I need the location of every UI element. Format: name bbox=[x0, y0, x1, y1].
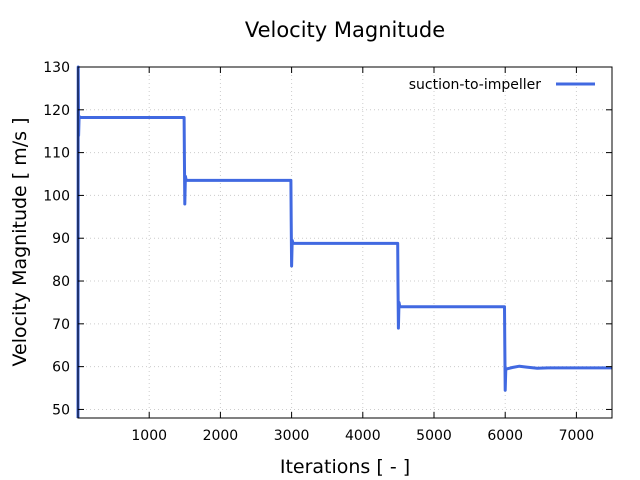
y-tick-label: 70 bbox=[52, 317, 70, 333]
series-line-suction-to-impeller bbox=[76, 65, 612, 419]
x-tick-label: 4000 bbox=[345, 428, 381, 444]
y-tick-label: 110 bbox=[43, 146, 70, 162]
x-tick-label: 7000 bbox=[559, 428, 595, 444]
y-tick-label: 60 bbox=[52, 360, 70, 376]
y-tick-label: 50 bbox=[52, 402, 70, 418]
series-layer bbox=[76, 65, 612, 419]
plot-frame bbox=[77, 66, 613, 419]
x-tick-label: 6000 bbox=[487, 428, 523, 444]
y-tick-label: 80 bbox=[52, 274, 70, 290]
y-tick-label: 100 bbox=[43, 188, 70, 204]
grid-lines bbox=[78, 66, 612, 418]
x-tick-label: 2000 bbox=[203, 428, 239, 444]
x-tick-label: 3000 bbox=[274, 428, 310, 444]
legend-label: suction-to-impeller bbox=[409, 77, 542, 93]
x-tick-label: 5000 bbox=[416, 428, 452, 444]
x-tick-label: 1000 bbox=[131, 428, 167, 444]
legend: suction-to-impeller bbox=[409, 77, 595, 93]
y-axis-label: Velocity Magnitude [ m/s ] bbox=[9, 118, 31, 367]
x-axis-label: Iterations [ - ] bbox=[280, 456, 410, 478]
ticks: 1000 2000 3000 4000 5000 6000 7000 50 60 70 80 90 10… bbox=[43, 60, 612, 444]
y-tick-label: 90 bbox=[52, 231, 70, 247]
chart-title: Velocity Magnitude bbox=[245, 18, 445, 42]
y-tick-label: 130 bbox=[43, 60, 70, 76]
y-tick-label: 120 bbox=[43, 103, 70, 119]
